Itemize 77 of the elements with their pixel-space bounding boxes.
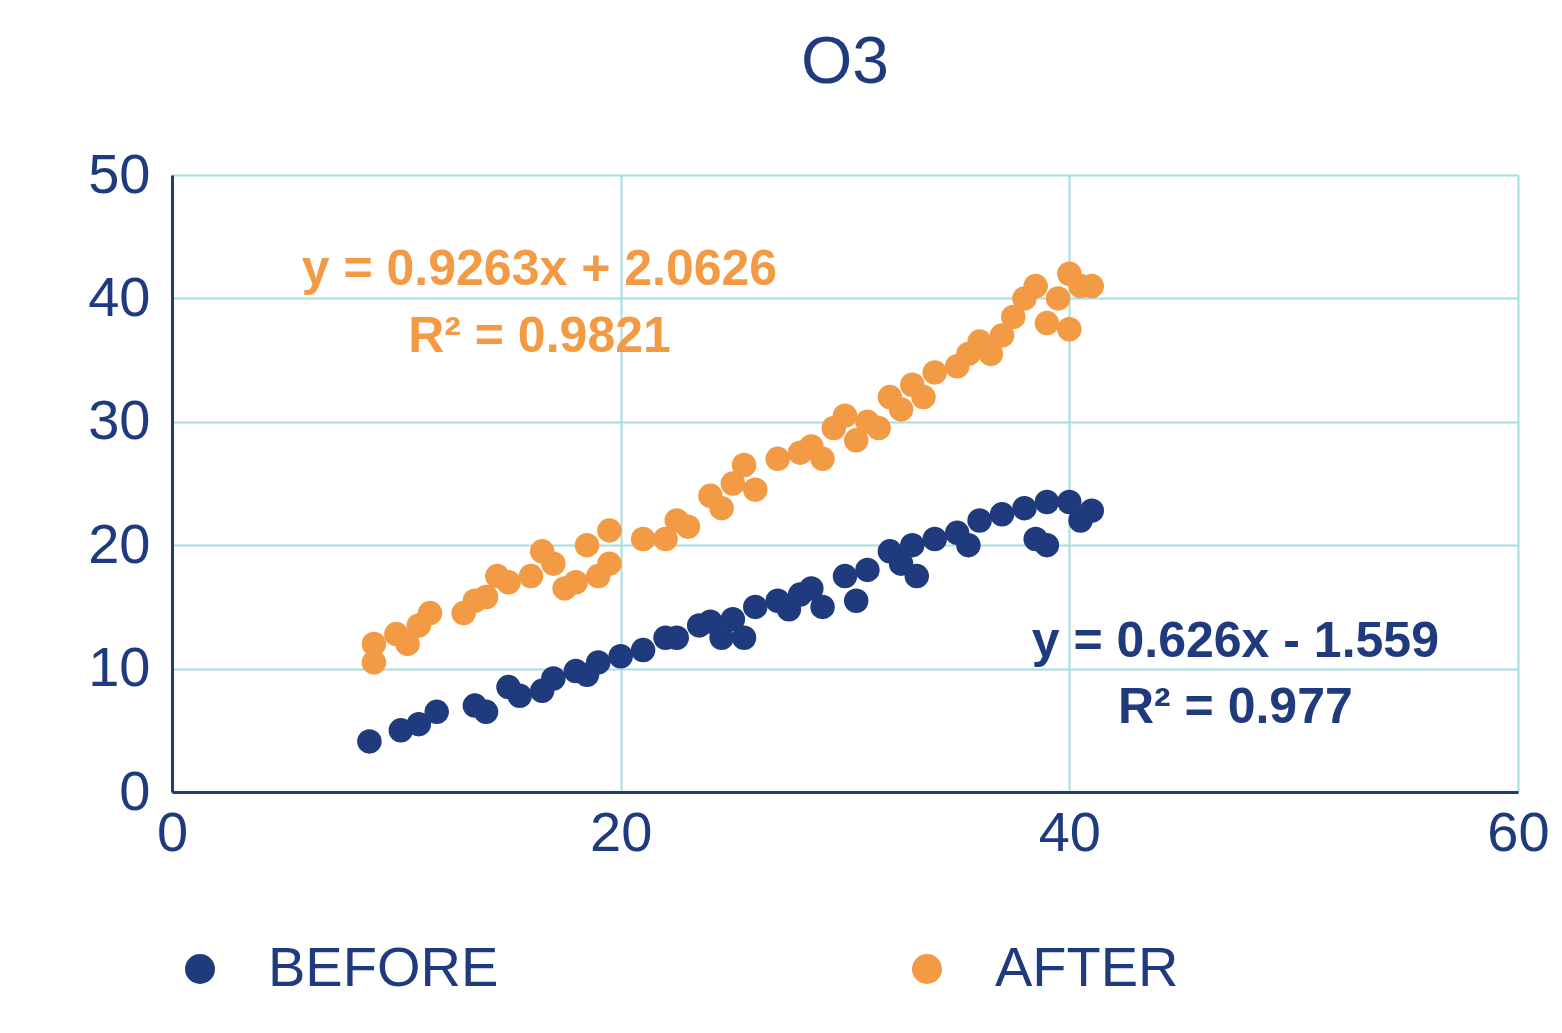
annotation: R² = 0.9821 [408,306,671,363]
point [424,699,449,725]
y-tick-label: 10 [88,635,151,699]
x-tick-label: 20 [590,799,653,863]
point [799,576,824,601]
point [361,650,387,675]
point [832,563,858,589]
x-tick-label: 40 [1038,799,1101,863]
point [843,428,869,453]
point [989,323,1015,348]
point [406,711,432,737]
point [608,644,633,669]
point [473,699,499,725]
point [922,526,947,552]
point [357,729,382,754]
chart-title: O3 [800,23,890,97]
point [574,532,600,558]
point [989,502,1015,527]
point [810,446,835,472]
point [967,508,992,533]
point [810,594,835,620]
point [417,600,443,626]
point [904,563,930,589]
y-tick-label: 40 [88,264,151,328]
point [541,551,566,576]
point [1034,310,1060,336]
point [731,452,757,478]
annotation: R² = 0.977 [1117,678,1353,735]
point [832,403,858,428]
point [855,557,880,583]
point [843,588,869,613]
y-tick-label: 20 [88,511,151,575]
point [496,570,521,595]
point [563,570,589,595]
point [585,650,611,675]
point [1057,317,1082,342]
point [922,360,947,385]
point [507,683,532,708]
point [541,666,566,691]
point [675,514,701,539]
point [518,563,544,589]
y-tick-label: 0 [119,758,151,822]
annotation: y = 0.9263x + 2.0626 [301,240,778,297]
point [900,532,925,558]
point [597,551,622,576]
annotation: y = 0.626x - 1.559 [1031,612,1439,669]
point [597,518,622,543]
point [911,384,936,410]
point [956,532,981,558]
point [1057,489,1082,515]
point [743,477,768,502]
x-tick-label: 60 [1487,799,1550,863]
point [888,397,914,422]
point [709,625,734,650]
point [1012,495,1037,521]
point [1079,498,1105,523]
point [978,341,1004,367]
point [720,607,746,632]
y-tick-label: 30 [88,388,151,452]
y-tick-label: 50 [88,141,151,205]
point [731,625,757,650]
point [630,637,656,663]
point [765,446,790,472]
legend-label: BEFORE [268,935,499,998]
point [1034,532,1060,558]
point [866,415,891,441]
point [1001,304,1026,330]
point [395,631,420,657]
point [1045,286,1071,311]
point [653,526,678,552]
point [743,594,768,620]
point [630,526,656,552]
point [709,495,734,521]
legend-label: AFTER [995,935,1179,998]
point [720,471,746,496]
point [1034,489,1060,515]
point [1023,273,1048,299]
